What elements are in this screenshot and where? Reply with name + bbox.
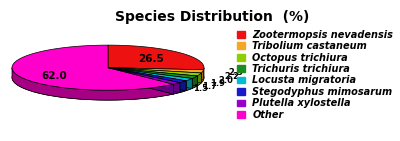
Polygon shape [108, 68, 192, 88]
Text: Species Distribution  (%): Species Distribution (%) [115, 10, 309, 24]
Polygon shape [108, 68, 174, 94]
Polygon shape [12, 45, 174, 90]
Polygon shape [201, 70, 204, 83]
Text: 2.2: 2.2 [224, 72, 239, 81]
Polygon shape [180, 81, 186, 92]
Polygon shape [108, 68, 180, 84]
Polygon shape [108, 68, 201, 83]
Polygon shape [108, 68, 186, 83]
Polygon shape [174, 83, 180, 94]
Polygon shape [108, 68, 180, 92]
Polygon shape [108, 68, 204, 80]
Polygon shape [108, 68, 180, 92]
Polygon shape [108, 68, 197, 86]
Text: 1.7: 1.7 [202, 82, 217, 91]
Text: 2.3: 2.3 [228, 68, 243, 77]
Text: 1.9: 1.9 [210, 79, 225, 88]
Polygon shape [108, 68, 186, 91]
Polygon shape [12, 68, 174, 100]
Text: 26.5: 26.5 [138, 54, 164, 64]
Text: 62.0: 62.0 [42, 71, 67, 81]
Polygon shape [108, 68, 174, 94]
Polygon shape [108, 68, 201, 76]
Polygon shape [192, 76, 197, 88]
Polygon shape [108, 68, 192, 81]
Polygon shape [108, 68, 201, 83]
Polygon shape [108, 45, 204, 70]
Polygon shape [108, 68, 186, 91]
Polygon shape [108, 68, 204, 73]
Text: 1.5: 1.5 [193, 84, 208, 93]
Polygon shape [108, 68, 197, 79]
Legend: Zootermopsis nevadensis, Tribolium castaneum, Octopus trichiura, Trichuris trich: Zootermopsis nevadensis, Tribolium casta… [233, 26, 397, 124]
Polygon shape [108, 68, 192, 88]
Ellipse shape [12, 55, 204, 100]
Polygon shape [186, 79, 192, 91]
Polygon shape [197, 73, 201, 86]
Text: 2.0: 2.0 [218, 76, 233, 85]
Polygon shape [108, 68, 197, 86]
Polygon shape [108, 68, 204, 80]
